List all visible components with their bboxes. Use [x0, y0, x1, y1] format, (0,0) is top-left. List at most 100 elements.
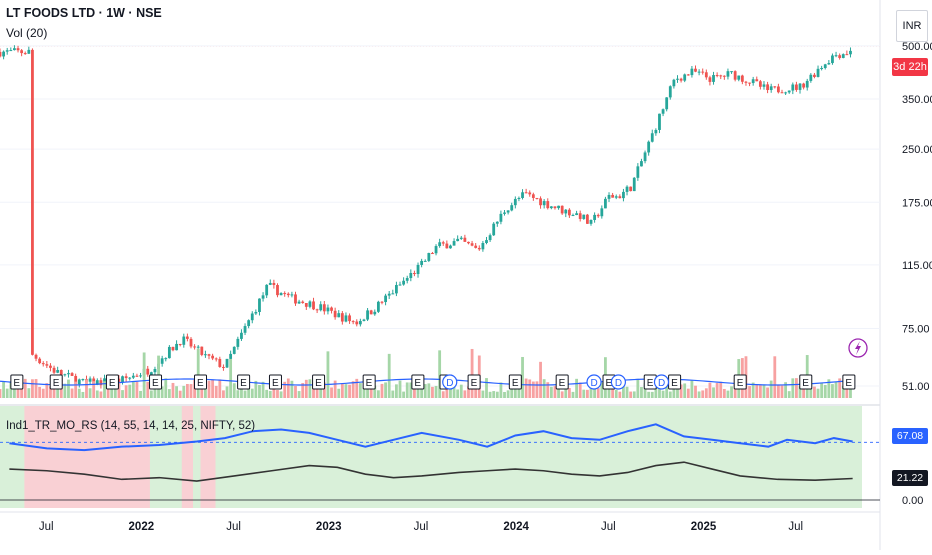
price-tick-label: 51.00 — [902, 381, 930, 393]
candle-body — [737, 75, 741, 80]
candle-body — [380, 301, 384, 303]
candle-body — [431, 253, 434, 255]
candle-body — [344, 315, 348, 322]
earnings-marker — [237, 374, 251, 390]
volume-bar — [52, 387, 56, 398]
volume-bar — [820, 382, 824, 398]
volume-bar — [373, 385, 377, 398]
earnings-marker-letter: E — [606, 378, 613, 389]
candle-body — [600, 208, 604, 217]
volume-bar — [632, 391, 636, 398]
volume-bar — [236, 390, 240, 398]
volume-bar — [38, 386, 42, 398]
candle-body — [45, 364, 49, 366]
candle-body — [690, 68, 694, 76]
dividend-marker — [653, 374, 670, 390]
candle-body — [596, 214, 600, 217]
currency-button[interactable]: INR — [896, 10, 928, 42]
candle-body — [787, 90, 791, 93]
volume-bar — [431, 386, 434, 398]
volume-bar — [704, 388, 708, 398]
candle-body — [672, 79, 676, 87]
candle-body — [697, 71, 701, 73]
candle-body — [27, 49, 31, 54]
volume-bar — [571, 391, 575, 398]
earnings-marker — [842, 374, 856, 390]
price-tick-label: 75.00 — [902, 324, 930, 336]
volume-bar — [63, 383, 67, 398]
volume-bar — [834, 381, 838, 398]
candle-body — [477, 247, 481, 250]
volume-bar — [611, 384, 615, 398]
candle-body — [272, 282, 276, 286]
volume-bar — [578, 382, 582, 398]
ind-tick-label: 0.00 — [902, 495, 923, 507]
volume-bar — [668, 391, 672, 398]
candle-body — [211, 355, 215, 359]
volume-bar — [596, 388, 600, 398]
symbol-title[interactable]: LT FOODS LTD · 1W · NSE — [6, 6, 162, 20]
candle-body — [77, 379, 81, 385]
candle-body — [849, 50, 852, 55]
candle-body — [416, 264, 420, 275]
candle-body — [539, 198, 542, 206]
candle-body — [542, 201, 546, 206]
volume-bar — [769, 380, 773, 398]
volume-bar — [142, 352, 146, 398]
price-tick-label: 250.00 — [902, 144, 932, 156]
volume-bar — [542, 379, 546, 398]
volume-bar — [153, 389, 157, 398]
candle-body — [135, 375, 139, 377]
volume-label[interactable]: Vol (20) — [6, 26, 48, 40]
volume-bar — [117, 383, 121, 398]
volume-ma-line — [0, 378, 851, 386]
volume-bar — [459, 384, 463, 398]
volume-bar — [124, 385, 128, 398]
candle-body — [204, 354, 207, 356]
candle-body — [744, 81, 748, 83]
volume-bar — [135, 381, 139, 398]
earnings-marker-letter: E — [366, 378, 373, 389]
candle-body — [467, 241, 470, 244]
earnings-marker-letter: E — [559, 378, 566, 389]
indicator-label[interactable]: Ind1_TR_MO_RS (14, 55, 14, 14, 25, NIFTY… — [6, 420, 256, 432]
candle-body — [56, 369, 60, 373]
candle-body — [131, 375, 135, 378]
candle-body — [16, 48, 20, 51]
candle-body — [809, 74, 813, 81]
candle-body — [2, 51, 6, 57]
candle-body — [463, 237, 467, 242]
volume-bar — [758, 385, 762, 398]
volume-bar — [254, 380, 258, 398]
candle-body — [492, 223, 496, 236]
earnings-marker — [10, 374, 24, 390]
candle-body — [776, 86, 780, 93]
volume-bar — [618, 391, 622, 398]
candle-body — [661, 109, 665, 114]
earnings-marker-letter: E — [802, 378, 809, 389]
volume-bar — [243, 390, 247, 398]
earnings-marker — [508, 374, 522, 390]
volume-bar — [802, 381, 806, 398]
candle-body — [74, 375, 78, 385]
time-tick-label: Jul — [788, 521, 803, 533]
volume-bar — [207, 380, 211, 398]
volume-bar — [160, 386, 164, 398]
volume-bar — [622, 382, 625, 398]
time-tick-label: Jul — [414, 521, 429, 533]
volume-bar — [755, 384, 759, 398]
candle-body — [607, 194, 611, 199]
candle-body — [668, 86, 672, 98]
candle-body — [261, 295, 265, 299]
candle-body — [546, 201, 550, 209]
price-tick-label: 115.00 — [902, 260, 932, 272]
volume-bar — [456, 389, 460, 398]
volume-bar — [427, 383, 431, 398]
earnings-marker — [312, 374, 326, 390]
volume-bar — [88, 388, 92, 398]
volume-bar — [701, 390, 705, 398]
candle-body — [762, 84, 766, 87]
earnings-marker-letter: E — [512, 378, 519, 389]
